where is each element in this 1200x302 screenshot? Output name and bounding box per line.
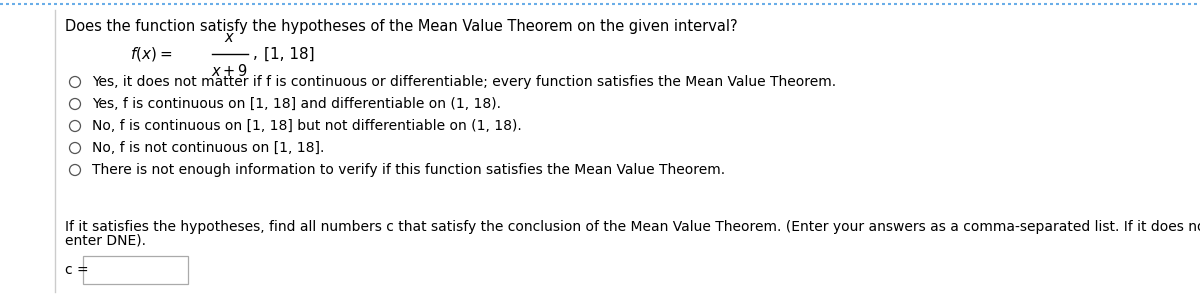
FancyBboxPatch shape bbox=[83, 256, 188, 284]
Text: No, f is continuous on [1, 18] but not differentiable on (1, 18).: No, f is continuous on [1, 18] but not d… bbox=[92, 119, 522, 133]
Text: There is not enough information to verify if this function satisfies the Mean Va: There is not enough information to verif… bbox=[92, 163, 725, 177]
Text: No, f is not continuous on [1, 18].: No, f is not continuous on [1, 18]. bbox=[92, 141, 324, 155]
Text: ,: , bbox=[253, 47, 258, 62]
Text: If it satisfies the hypotheses, find all numbers c that satisfy the conclusion o: If it satisfies the hypotheses, find all… bbox=[65, 220, 1200, 234]
Text: [1, 18]: [1, 18] bbox=[264, 47, 314, 62]
Text: $x + 9$: $x + 9$ bbox=[211, 63, 248, 79]
Text: Does the function satisfy the hypotheses of the Mean Value Theorem on the given : Does the function satisfy the hypotheses… bbox=[65, 19, 738, 34]
Text: c =: c = bbox=[65, 263, 89, 277]
Text: Yes, it does not matter if f is continuous or differentiable; every function sat: Yes, it does not matter if f is continuo… bbox=[92, 75, 836, 89]
Text: Yes, f is continuous on [1, 18] and differentiable on (1, 18).: Yes, f is continuous on [1, 18] and diff… bbox=[92, 97, 502, 111]
Text: $f(x) =$: $f(x) =$ bbox=[130, 45, 173, 63]
Text: enter DNE).: enter DNE). bbox=[65, 234, 146, 248]
Text: $x$: $x$ bbox=[224, 30, 235, 45]
